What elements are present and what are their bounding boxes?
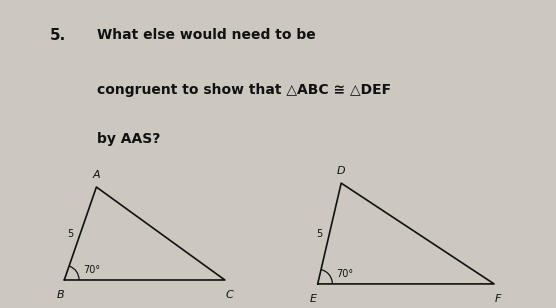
Text: C: C [225,290,233,300]
Text: What else would need to be: What else would need to be [97,28,316,42]
Text: B: B [56,290,64,300]
Text: 5: 5 [316,229,322,238]
Text: A: A [93,170,100,180]
Text: F: F [495,294,502,304]
Text: by AAS?: by AAS? [97,132,161,146]
Text: D: D [337,166,345,176]
Text: 70°: 70° [336,269,353,279]
Text: 70°: 70° [83,265,100,275]
Text: 5: 5 [67,229,73,238]
Text: 5.: 5. [50,28,66,43]
Text: E: E [310,294,317,304]
Text: congruent to show that △ABC ≅ △DEF: congruent to show that △ABC ≅ △DEF [97,83,391,97]
